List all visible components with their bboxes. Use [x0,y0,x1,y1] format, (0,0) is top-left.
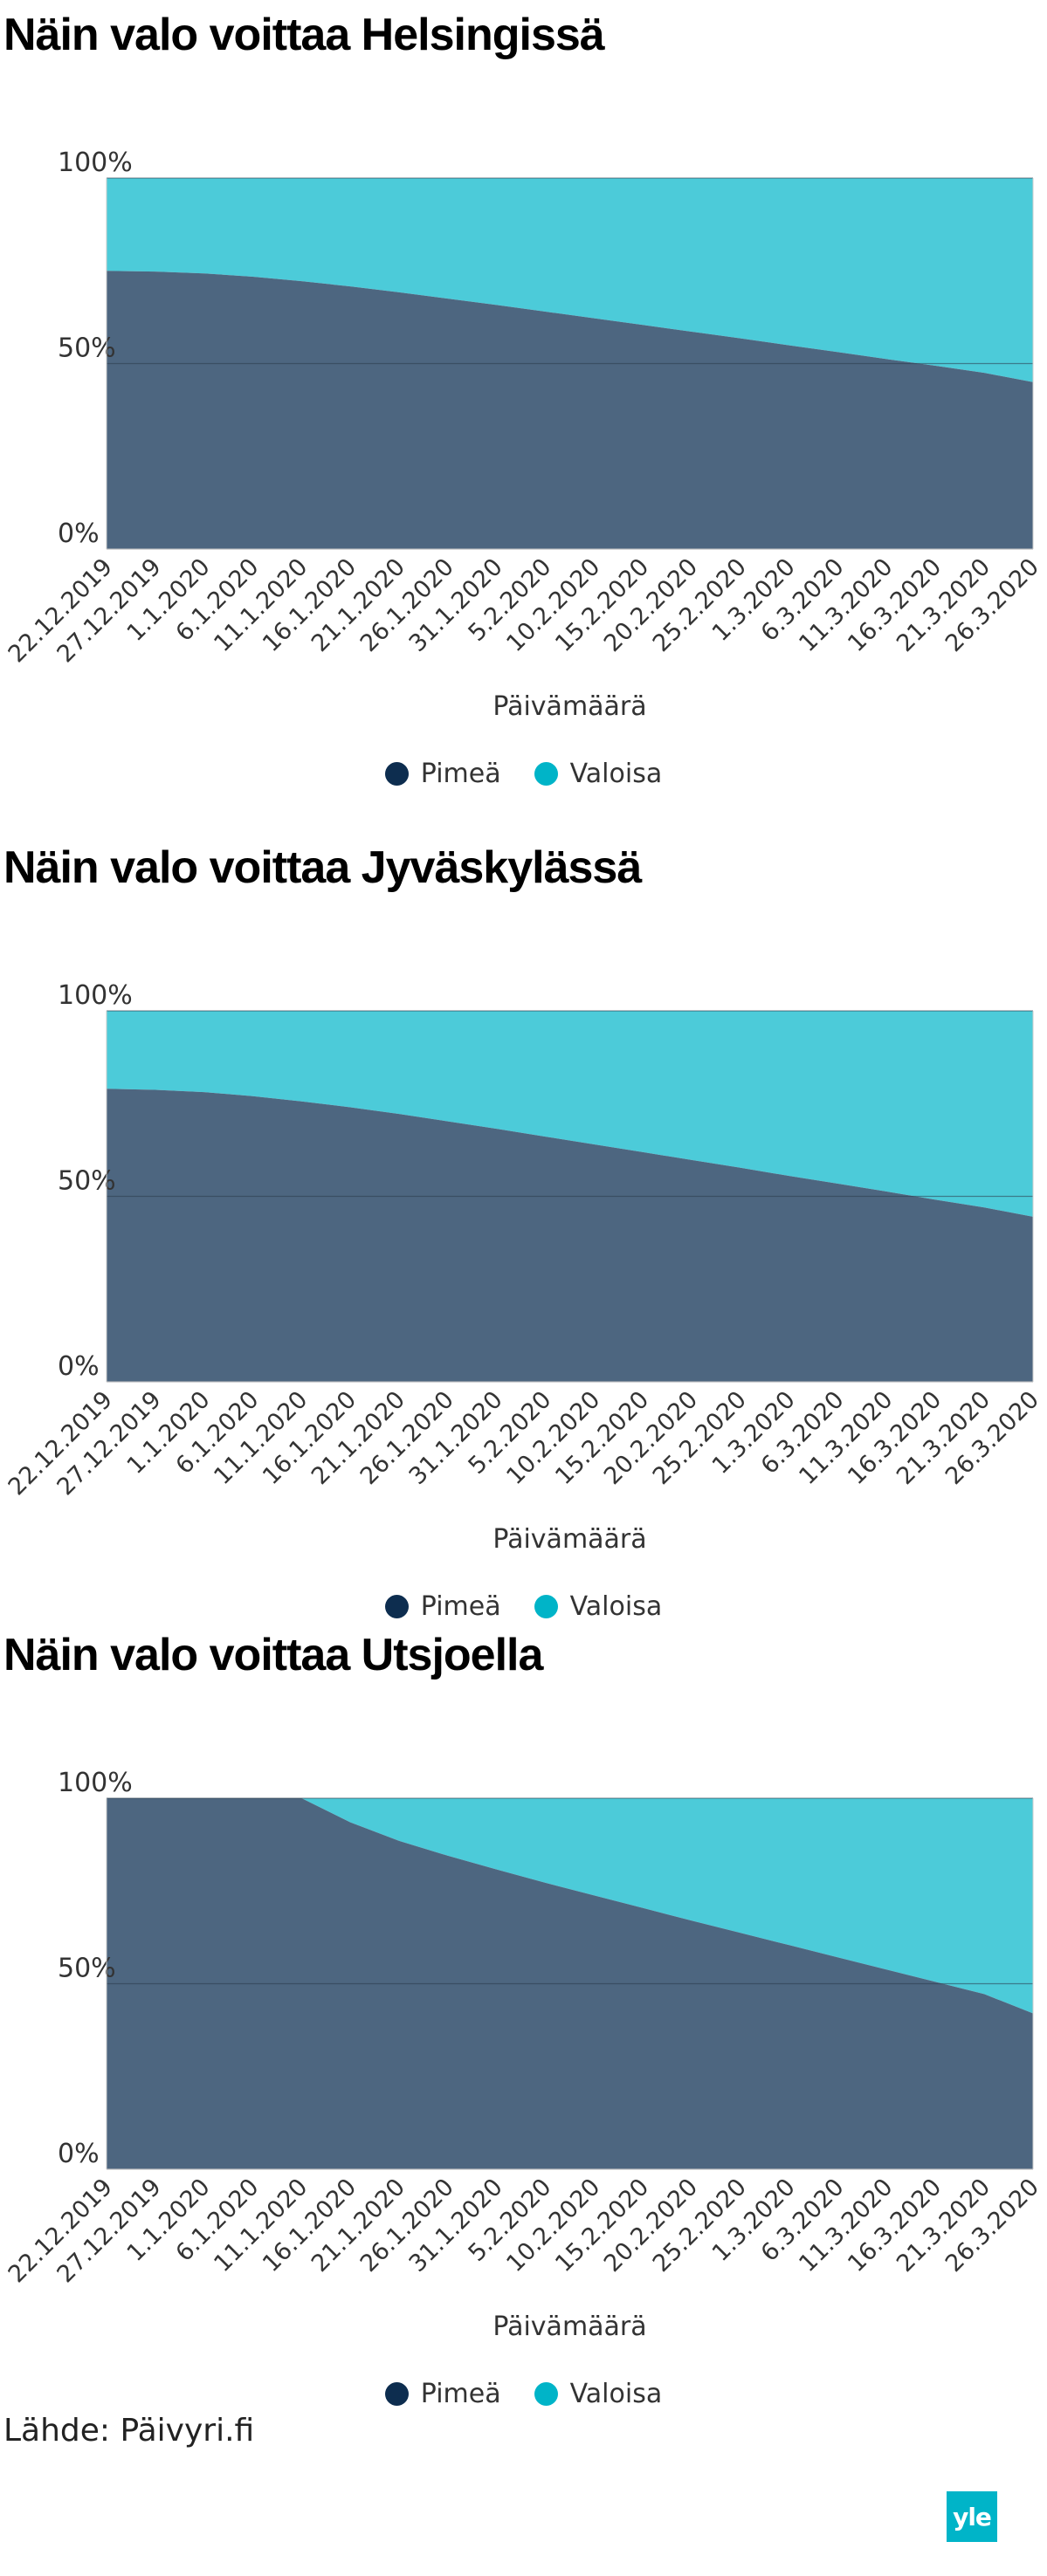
legend-label: Valoisa [569,1590,663,1622]
legend-label: Valoisa [569,758,663,789]
legend-dot-valoisa-icon [534,1594,558,1618]
legend-item-valoisa[interactable]: Valoisa [534,1590,663,1622]
y-tick-label: 0% [58,1351,100,1382]
source-note: Lähde: Päivyri.fi [3,2413,255,2449]
x-axis-title: Päivämäärä [493,691,646,722]
series-area-valoisa [107,1798,1033,2014]
series-area-pimea [107,1089,1033,1382]
legend-label: Valoisa [569,2378,663,2409]
legend-dot-valoisa-icon [534,761,558,786]
area-chart: 100%50%0%22.12.201927.12.20191.1.20206.1… [3,980,1044,1555]
chart-panel-helsinki: Näin valo voittaa Helsingissä 100% 50% 0% 2… [0,12,1047,798]
x-axis-title: Päivämäärä [493,2312,646,2342]
legend-item-valoisa[interactable]: Valoisa [534,2378,663,2409]
legend-item-pimea[interactable]: Pimeä [384,1590,501,1622]
legend-label: Pimeä [420,758,501,789]
chart-panel-utsjoki: Näin valo voittaa Utsjoella 100% 50% 0% 22.… [0,1632,1047,2418]
y-tick-label: 50% [58,1954,116,1984]
legend-dot-pimea-icon [384,2381,409,2406]
legend-item-pimea[interactable]: Pimeä [384,758,501,789]
legend-item-valoisa[interactable]: Valoisa [534,758,663,789]
chart-title: Näin valo voittaa Helsingissä [3,10,605,60]
area-chart: 100%50%0%22.12.201927.12.20191.1.20206.1… [3,148,1044,722]
y-tick-label: 50% [58,1166,116,1197]
area-chart: 100%50%0%22.12.201927.12.20191.1.20206.1… [3,1768,1044,2342]
y-tick-label: 0% [58,519,100,549]
y-tick-label: 100% [58,1768,133,1798]
legend: Pimeä Valoisa [0,1589,1047,1624]
y-tick-label: 100% [58,980,133,1011]
x-axis-title: Päivämäärä [493,1524,646,1555]
legend: Pimeä Valoisa [0,756,1047,791]
series-area-valoisa [107,1011,1033,1217]
legend: Pimeä Valoisa [0,2376,1047,2411]
series-area-valoisa [107,178,1033,382]
chart-title: Näin valo voittaa Jyväskylässä [3,842,642,893]
legend-dot-pimea-icon [384,761,409,786]
legend-label: Pimeä [420,2378,501,2409]
y-tick-label: 50% [58,333,116,364]
chart-title: Näin valo voittaa Utsjoella [3,1630,543,1680]
legend-dot-valoisa-icon [534,2381,558,2406]
y-tick-label: 0% [58,2139,100,2169]
yle-logo-icon[interactable]: yle [947,2491,997,2542]
chart-panel-jyvaskyla: Näin valo voittaa Jyväskylässä 100% 50% 0%… [0,845,1047,1631]
series-area-pimea [107,271,1033,549]
legend-item-pimea[interactable]: Pimeä [384,2378,501,2409]
legend-label: Pimeä [420,1590,501,1622]
y-tick-label: 100% [58,148,133,178]
legend-dot-pimea-icon [384,1594,409,1618]
